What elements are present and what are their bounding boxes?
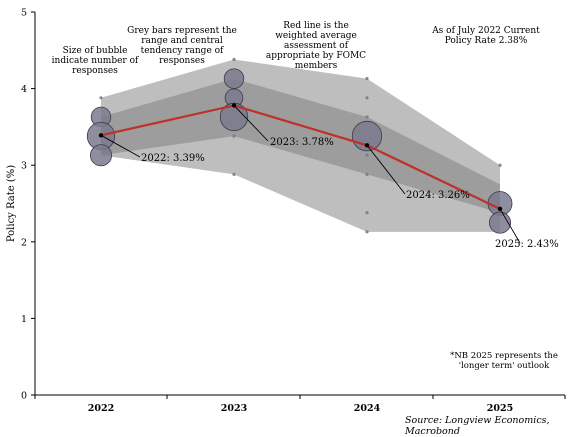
- response-bubble: [365, 153, 369, 157]
- response-bubbles: [86, 57, 513, 234]
- axes: 0 1 2 3 4 5 2022 2023 2024 2025 Policy Rate (%): [6, 8, 566, 414]
- leader-line: [100, 134, 141, 158]
- grey-bars-note: Grey bars represent the range and centra…: [127, 26, 237, 66]
- y-tick-label: 1: [21, 314, 27, 325]
- response-bubble: [365, 172, 369, 176]
- x-tick-label: 2023: [221, 403, 247, 414]
- response-bubble: [232, 172, 236, 176]
- y-tick-label: 5: [21, 8, 27, 19]
- x-tick-label: 2025: [487, 403, 513, 414]
- median-line: [100, 104, 501, 210]
- response-bubble: [365, 230, 369, 234]
- leader-line: [366, 145, 406, 195]
- y-tick-label: 0: [21, 391, 27, 402]
- x-tick-label: 2024: [354, 403, 381, 414]
- y-axis-title: Policy Rate (%): [6, 165, 17, 242]
- source-note: Source: Longview Economics, Macrobond: [405, 415, 550, 437]
- y-tick-label: 4: [21, 84, 27, 95]
- response-bubble: [365, 96, 369, 100]
- response-bubble: [365, 211, 369, 215]
- response-bubble: [219, 102, 249, 132]
- leader-line: [233, 105, 269, 142]
- longer-term-note: *NB 2025 represents the 'longer term' ou…: [450, 351, 558, 371]
- response-bubble: [365, 115, 369, 119]
- response-bubble: [223, 68, 245, 89]
- y-tick-label: 3: [21, 161, 27, 172]
- red-line-note: Red line is the weighted average assessm…: [265, 21, 367, 71]
- y-tick-label: 2: [21, 237, 27, 248]
- x-tick-label: 2022: [88, 403, 114, 414]
- median-value-label: 2024: 3.26%: [406, 190, 470, 201]
- median-value-label: 2023: 3.78%: [270, 137, 334, 148]
- leader-line: [499, 208, 521, 244]
- response-bubble: [365, 77, 369, 81]
- bubble-size-note: Size of bubble indicate number of respon…: [51, 46, 139, 76]
- current-rate-note: As of July 2022 Current Policy Rate 2.38…: [432, 26, 540, 46]
- median-value-label: 2025: 2.43%: [495, 239, 559, 250]
- response-bubble: [488, 211, 512, 234]
- response-bubble: [232, 57, 236, 62]
- response-bubble: [232, 134, 236, 138]
- response-bubble: [498, 163, 502, 167]
- point-labels: 2022: 3.39% 2023: 3.78% 2024: 3.26% 2025: 2…: [100, 105, 559, 250]
- median-value-label: 2022: 3.39%: [141, 153, 205, 164]
- response-bubble: [89, 144, 113, 167]
- response-bubble: [99, 96, 103, 100]
